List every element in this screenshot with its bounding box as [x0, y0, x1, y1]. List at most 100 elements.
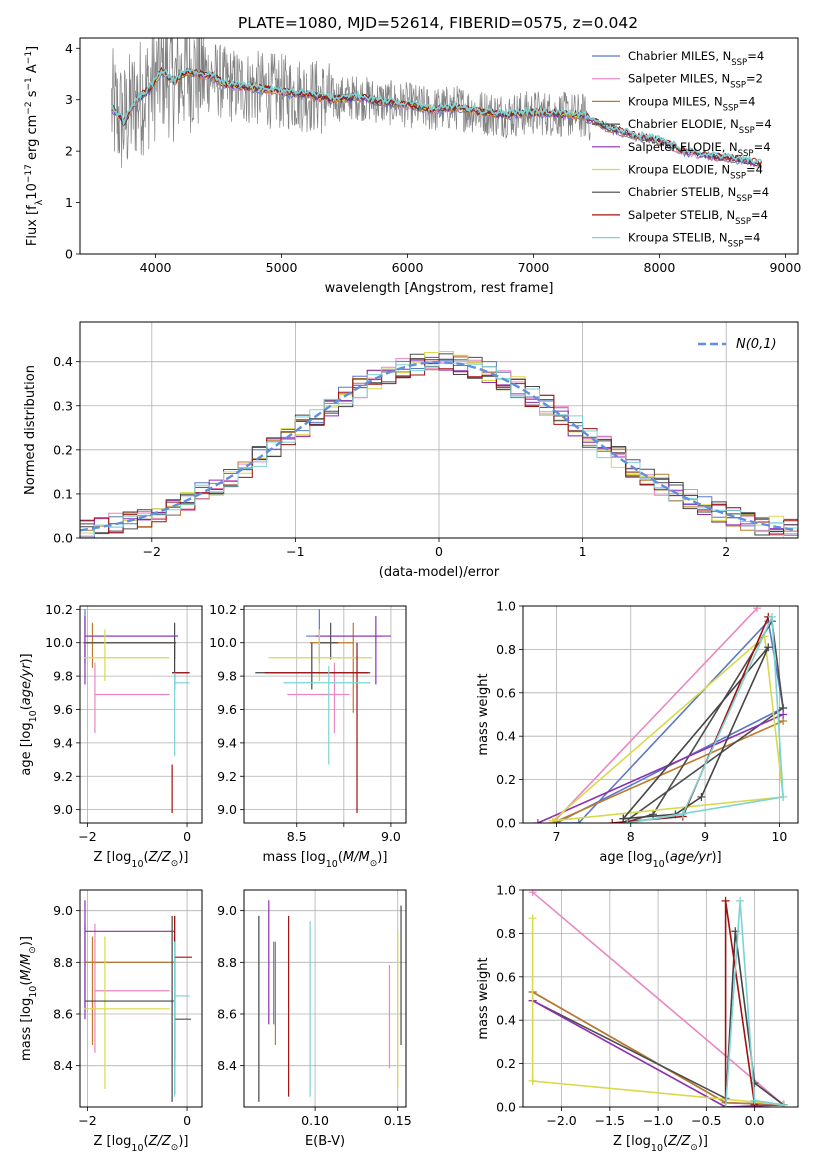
y-tick-label: 1.0 — [496, 883, 516, 898]
plot-area — [83, 609, 190, 813]
weight-marker — [608, 819, 617, 823]
weight-marker — [528, 1076, 537, 1085]
x-tick-label: −2 — [143, 544, 161, 559]
x-tick-label: 8.5 — [287, 829, 307, 844]
axes-frame — [243, 605, 407, 824]
model-point — [84, 936, 170, 1089]
weight-marker — [736, 896, 745, 905]
x-axis-label: Z [log10(Z/Z⊙)] — [93, 850, 188, 870]
axes-frame — [79, 889, 203, 1108]
y-tick-label: 0.0 — [53, 531, 73, 546]
weight-marker — [764, 643, 773, 652]
model-spectrum — [110, 67, 763, 165]
weight-line — [552, 634, 784, 822]
y-tick-label: 9.8 — [53, 669, 73, 684]
x-tick-label: −1.5 — [595, 1113, 625, 1128]
y-tick-label: 0.8 — [496, 642, 516, 657]
weight-line — [724, 900, 756, 1107]
model-point — [174, 915, 192, 1061]
plot-area — [255, 609, 391, 813]
x-axis-label: wavelength [Angstrom, rest frame] — [325, 281, 554, 296]
x-tick-label: 0 — [435, 544, 443, 559]
y-axis-label: mass weight — [476, 673, 491, 755]
weight-series — [528, 996, 730, 1103]
weight-series — [548, 717, 788, 823]
legend-entry: Salpeter ELODIE, NSSP=4 — [628, 140, 771, 159]
weight-series — [548, 606, 762, 823]
weight-vs-age-panel: 7 8 9 10 0.0 0.2 0.4 0.6 0.8 1.0 age [log10(age/yr… — [476, 599, 799, 870]
weight-line — [532, 999, 784, 1107]
figure-title: PLATE=1080, MJD=52614, FIBERID=0575, z=0… — [238, 14, 638, 32]
y-tick-label: 10.2 — [45, 602, 73, 617]
weight-marker — [779, 792, 788, 801]
x-tick-label: 0.15 — [384, 1113, 412, 1128]
plot-area — [528, 890, 788, 1107]
weight-marker — [750, 1096, 759, 1105]
y-tick-label: 9.0 — [217, 802, 237, 817]
y-axis-label: Normed distribution — [23, 365, 38, 495]
weight-marker — [678, 810, 687, 819]
y-tick-label: 0.0 — [496, 816, 516, 831]
y-tick-label: 9.8 — [217, 669, 237, 684]
y-tick-label: 0.3 — [53, 398, 73, 413]
y-axis-label: mass weight — [476, 957, 491, 1039]
x-tick-label: −2.0 — [546, 1113, 576, 1128]
weight-marker — [721, 896, 730, 905]
x-axis-label: (data-model)/error — [379, 565, 500, 580]
y-axis-label: age [log10(age/yr)] — [19, 653, 39, 775]
weight-series — [533, 710, 788, 823]
x-axis-label: E(B-V) — [305, 1134, 345, 1149]
x-tick-label: 9 — [701, 829, 709, 844]
model-point — [84, 936, 174, 1045]
y-tick-label: 8.8 — [53, 955, 73, 970]
y-tick-label: 8.8 — [217, 955, 237, 970]
legend-entry: N(0,1) — [736, 337, 777, 352]
y-tick-label: 9.6 — [53, 702, 73, 717]
model-point — [84, 923, 175, 1009]
observed-spectrum — [111, 38, 591, 168]
weight-marker — [779, 1100, 788, 1107]
y-tick-label: 10.0 — [209, 635, 237, 650]
legend-entry: Kroupa MILES, NSSP=4 — [628, 94, 755, 113]
x-tick-label: 0 — [183, 829, 191, 844]
x-tick-label: 7 — [552, 829, 560, 844]
x-tick-label: 9.0 — [381, 829, 401, 844]
weight-line — [532, 999, 726, 1100]
model-point — [94, 923, 170, 1053]
weight-line — [552, 607, 758, 823]
x-axis-label: Z [log10(Z/Z⊙)] — [93, 1134, 188, 1154]
y-axis-label: Flux [fλ10−17 erg cm−2 s−1 A−1] — [24, 46, 45, 246]
mass-vs-extinction-panel: 0.10 0.15 8.4 8.6 8.8 9.0 E(B-V) — [217, 889, 412, 1149]
weight-series — [721, 896, 788, 1107]
weight-line — [537, 713, 784, 823]
x-tick-label: 2 — [722, 544, 730, 559]
y-tick-label: 0.4 — [496, 1013, 516, 1028]
x-tick-label: −0.5 — [691, 1113, 721, 1128]
y-tick-label: 3 — [65, 92, 73, 107]
x-tick-label: 0 — [183, 1113, 191, 1128]
model-point — [264, 642, 369, 813]
gaussian-curve — [80, 360, 798, 532]
model-point — [94, 662, 170, 733]
axes-frame — [522, 605, 799, 824]
weight-line — [556, 619, 784, 823]
y-tick-label: 8.4 — [53, 1058, 73, 1073]
x-tick-label: 6000 — [392, 260, 424, 275]
y-tick-label: 9.4 — [217, 735, 237, 750]
y-tick-label: 0.4 — [53, 354, 73, 369]
y-tick-label: 0.2 — [496, 772, 516, 787]
axes-frame — [79, 37, 799, 255]
weight-marker — [753, 606, 762, 613]
weight-marker — [623, 819, 632, 823]
y-tick-label: 10.0 — [45, 635, 73, 650]
weight-marker — [528, 890, 537, 897]
x-tick-label: 7000 — [518, 260, 550, 275]
x-tick-label: −2 — [78, 1113, 96, 1128]
y-tick-label: 2 — [65, 144, 73, 159]
x-tick-label: −1.0 — [643, 1113, 673, 1128]
weight-line — [552, 720, 784, 823]
model-point — [174, 672, 190, 757]
y-tick-label: 1 — [65, 195, 73, 210]
axes-frame — [522, 889, 799, 1108]
